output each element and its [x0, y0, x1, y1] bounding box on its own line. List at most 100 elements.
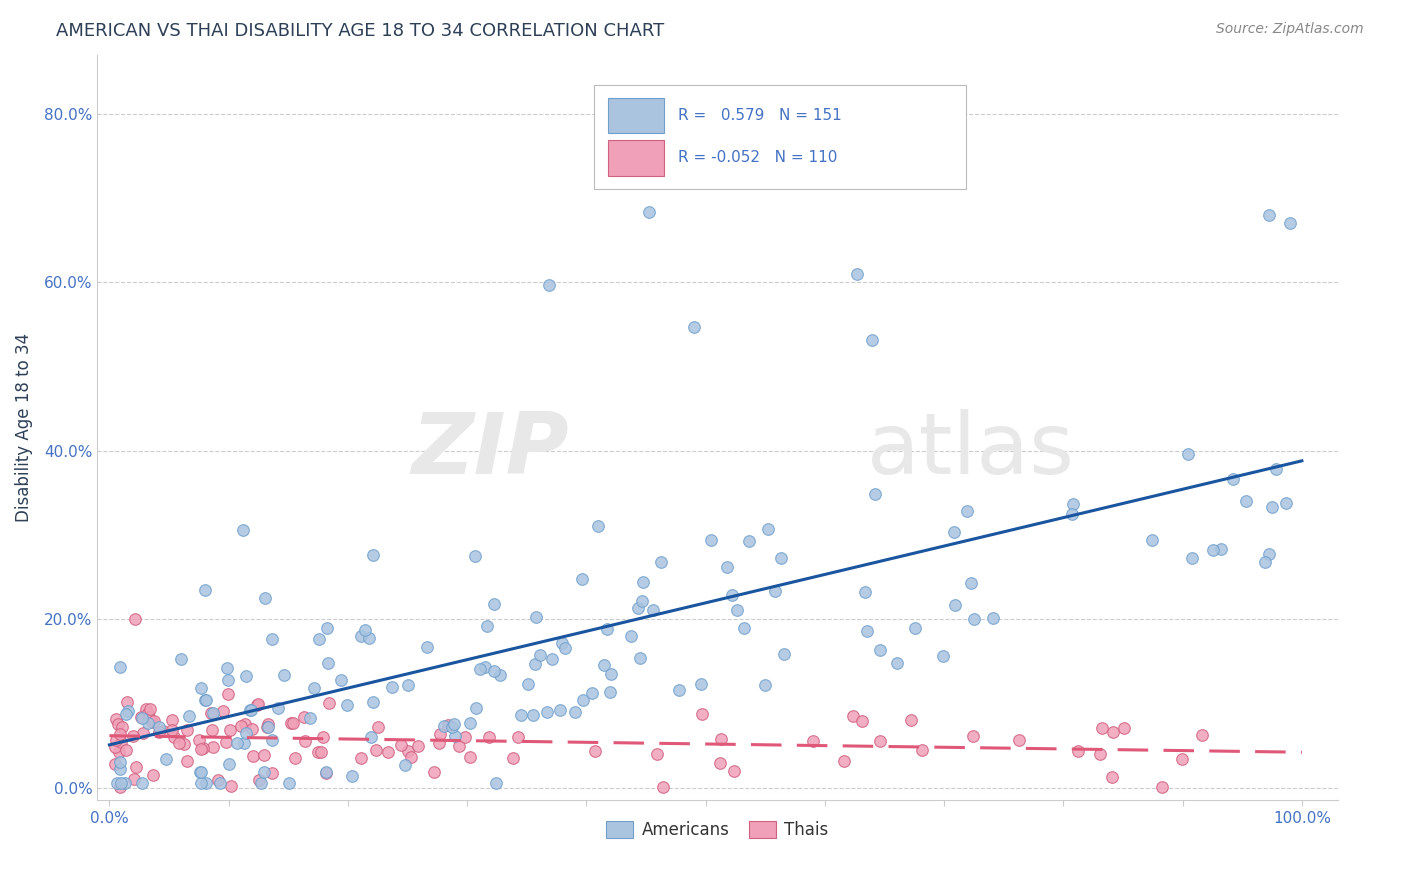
Point	[194, 692, 217, 706]
Point	[723, 764, 745, 779]
Point	[148, 720, 170, 734]
Point	[690, 706, 713, 721]
Point	[131, 710, 153, 724]
Point	[215, 661, 238, 675]
Point	[377, 745, 399, 759]
Point	[1101, 770, 1123, 784]
Point	[170, 652, 193, 666]
Point	[277, 776, 299, 790]
Point	[470, 662, 492, 676]
Point	[536, 705, 558, 719]
Point	[1209, 541, 1232, 556]
Point	[1258, 208, 1281, 222]
FancyBboxPatch shape	[593, 85, 966, 189]
Point	[489, 668, 512, 682]
Point	[190, 776, 212, 790]
Point	[900, 713, 922, 727]
Point	[627, 600, 650, 615]
Point	[167, 736, 190, 750]
Point	[1261, 500, 1284, 514]
Point	[256, 720, 278, 734]
Point	[280, 715, 302, 730]
Point	[396, 678, 419, 692]
Point	[318, 656, 340, 670]
Point	[429, 726, 451, 740]
Point	[315, 621, 337, 635]
Point	[1265, 461, 1288, 475]
Point	[1101, 725, 1123, 739]
Point	[105, 776, 128, 790]
Point	[235, 669, 257, 683]
Point	[212, 704, 235, 718]
Point	[683, 320, 706, 334]
Point	[201, 706, 224, 721]
Point	[229, 719, 252, 733]
Point	[1112, 721, 1135, 735]
Text: Source: ZipAtlas.com: Source: ZipAtlas.com	[1216, 22, 1364, 37]
Point	[756, 522, 779, 536]
Point	[1191, 728, 1213, 742]
Legend: Americans, Thais: Americans, Thais	[600, 814, 835, 846]
Point	[111, 720, 134, 734]
Point	[571, 572, 593, 586]
Point	[239, 703, 262, 717]
Point	[443, 729, 465, 743]
Point	[254, 591, 277, 606]
Point	[262, 733, 284, 747]
Point	[474, 660, 496, 674]
Point	[396, 744, 419, 758]
Point	[350, 751, 373, 765]
Point	[391, 738, 413, 752]
Point	[832, 754, 855, 768]
Point	[725, 602, 748, 616]
Point	[710, 732, 733, 747]
Point	[246, 697, 269, 711]
Point	[107, 717, 129, 731]
Point	[581, 686, 603, 700]
Point	[1152, 780, 1174, 794]
Point	[242, 749, 264, 764]
Point	[554, 641, 576, 656]
Point	[138, 715, 160, 730]
Point	[294, 734, 316, 748]
Point	[260, 765, 283, 780]
Point	[689, 676, 711, 690]
Point	[763, 583, 786, 598]
Point	[502, 751, 524, 765]
Point	[423, 765, 446, 780]
Point	[194, 583, 217, 598]
Point	[104, 739, 127, 754]
Point	[1091, 721, 1114, 735]
Point	[232, 523, 254, 537]
Point	[247, 773, 270, 788]
Point	[645, 747, 668, 762]
Point	[110, 762, 132, 776]
Point	[956, 504, 979, 518]
Point	[841, 709, 863, 723]
Point	[668, 683, 690, 698]
Point	[117, 704, 139, 718]
Point	[960, 575, 983, 590]
Point	[454, 731, 477, 745]
Point	[628, 651, 651, 665]
Point	[869, 642, 891, 657]
Point	[522, 707, 544, 722]
Point	[218, 757, 240, 772]
Point	[190, 765, 212, 780]
Point	[709, 756, 731, 771]
Point	[110, 755, 132, 769]
Y-axis label: Disability Age 18 to 34: Disability Age 18 to 34	[15, 333, 32, 522]
Point	[162, 723, 184, 738]
Point	[312, 730, 335, 744]
Point	[114, 706, 136, 721]
Text: ZIP: ZIP	[411, 409, 569, 491]
Point	[135, 702, 157, 716]
Point	[801, 733, 824, 747]
Point	[943, 524, 966, 539]
Point	[108, 727, 131, 741]
Point	[595, 623, 617, 637]
Point	[209, 776, 232, 790]
Point	[1171, 752, 1194, 766]
Point	[143, 714, 166, 728]
Point	[108, 780, 131, 794]
